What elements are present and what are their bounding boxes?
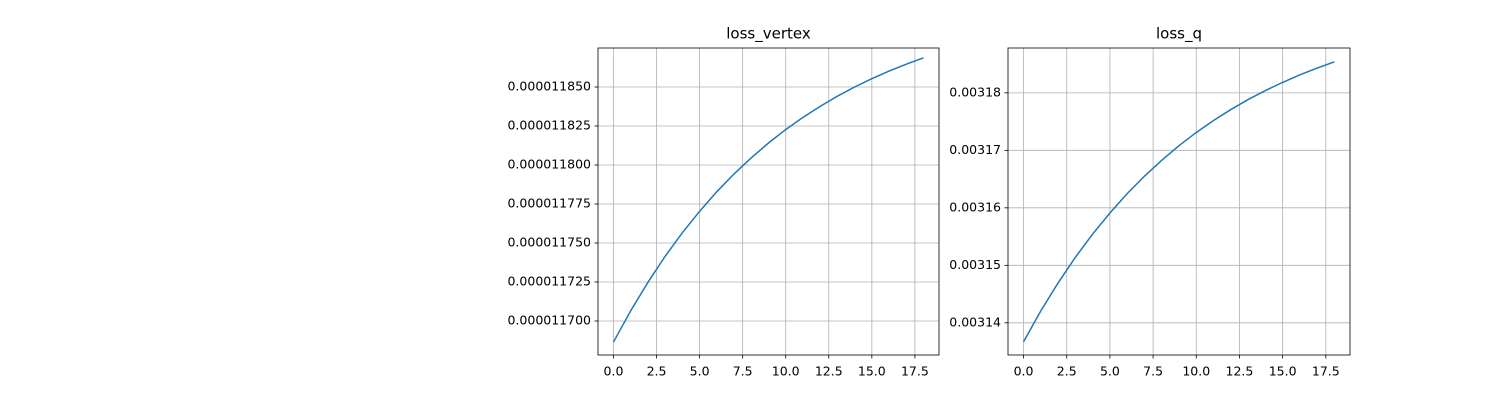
chart-title: loss_vertex bbox=[726, 25, 811, 44]
x-tick-label: 17.5 bbox=[901, 364, 929, 379]
y-tick-label: 0.000011800 bbox=[507, 156, 591, 171]
x-tick-label: 12.5 bbox=[815, 364, 843, 379]
line bbox=[1022, 61, 1335, 343]
x-tick-label: 7.5 bbox=[1143, 364, 1163, 379]
axes-frame bbox=[1007, 47, 1351, 356]
x-tick-label: 2.5 bbox=[1057, 364, 1077, 379]
y-tick-label: 0.000011750 bbox=[507, 234, 591, 249]
y-tick-label: 0.00314 bbox=[949, 314, 1001, 329]
y-tick-label: 0.000011825 bbox=[507, 117, 591, 132]
x-tick-label: 15.0 bbox=[858, 364, 886, 379]
x-tick-label: 2.5 bbox=[647, 364, 667, 379]
y-tick-label: 0.00316 bbox=[949, 199, 1001, 214]
x-tick-label: 17.5 bbox=[1312, 364, 1340, 379]
x-tick-label: 10.0 bbox=[1182, 364, 1210, 379]
x-tick-label: 10.0 bbox=[772, 364, 800, 379]
line bbox=[612, 57, 924, 343]
chart-title: loss_q bbox=[1156, 25, 1202, 44]
x-tick-label: 12.5 bbox=[1226, 364, 1254, 379]
x-tick-label: 15.0 bbox=[1269, 364, 1297, 379]
y-tick-label: 0.00315 bbox=[949, 257, 1001, 272]
axes-frame bbox=[597, 47, 940, 356]
y-tick-label: 0.00318 bbox=[949, 84, 1001, 99]
x-tick-label: 7.5 bbox=[733, 364, 753, 379]
x-tick-label: 0.0 bbox=[604, 364, 624, 379]
y-tick-label: 0.00317 bbox=[949, 142, 1001, 157]
y-tick-label: 0.000011700 bbox=[507, 312, 591, 327]
y-tick-label: 0.000011725 bbox=[507, 273, 591, 288]
x-tick-label: 5.0 bbox=[690, 364, 710, 379]
x-tick-label: 0.0 bbox=[1014, 364, 1034, 379]
y-tick-label: 0.000011775 bbox=[507, 195, 591, 210]
y-tick-label: 0.000011850 bbox=[507, 78, 591, 93]
x-tick-label: 5.0 bbox=[1100, 364, 1120, 379]
